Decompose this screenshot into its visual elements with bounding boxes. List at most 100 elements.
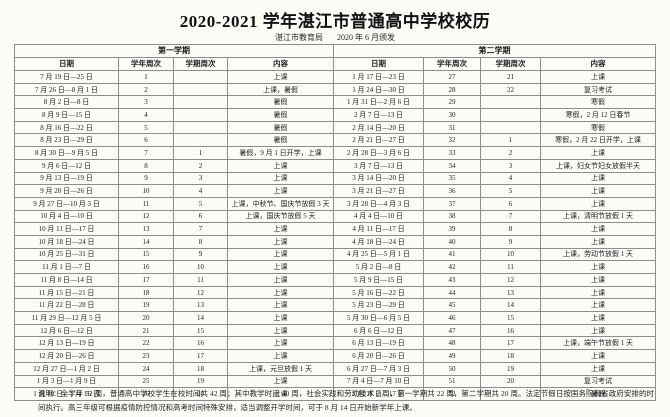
cell: 2 月 14 日—20 日 — [333, 120, 424, 135]
cell: 3 — [118, 95, 174, 110]
cell: 38 — [423, 209, 481, 224]
cell: 9 — [173, 247, 228, 262]
cell: 48 — [423, 336, 481, 351]
subtitle: 湛江市教育局 2020 年 6 月颁发 — [0, 32, 670, 43]
cell: 11 — [118, 196, 174, 211]
cell: 46 — [423, 311, 481, 325]
table-row: 8 月 9 日—15 日 4 暑假 2 月 7 日—13 日 30 寒假，2 月 12 日… — [14, 108, 656, 122]
cell: 39 — [423, 222, 481, 236]
cell: 10 月 11 日—17 日 — [14, 222, 119, 236]
cell — [173, 133, 228, 148]
cell: 45 — [423, 298, 481, 313]
cell: 4 月 18 日—24 日 — [333, 234, 424, 249]
cell — [173, 70, 228, 84]
cell: 上课 — [540, 285, 656, 300]
cell: 5 月 16 日—22 日 — [333, 285, 424, 300]
cell: 3 — [480, 158, 541, 173]
cell: 19 — [118, 298, 174, 313]
cell: 寒假 — [540, 95, 656, 110]
cell: 6 — [173, 209, 228, 224]
cell: 上课 — [227, 247, 334, 262]
cell: 9 — [480, 234, 541, 249]
cell: 33 — [423, 146, 481, 160]
cell: 上课 — [227, 387, 334, 401]
cell: 13 — [480, 285, 541, 300]
cell: 9 月 27 日—10 月 3 日 — [14, 196, 119, 211]
cell: 18 — [480, 349, 541, 363]
cell: 8 — [118, 158, 174, 173]
cell: 31 — [423, 120, 481, 135]
table-row: 1 月 10 日—1 月 16 日 26 20 上课 7 月 11 日—17 日 52 暑假 — [14, 387, 656, 401]
cell: 34 — [423, 158, 481, 173]
cell: 6 月 13 日—19 日 — [333, 336, 424, 351]
cell: 8 月 2 日—8 日 — [14, 95, 119, 110]
col-header-date-s1: 日期 — [14, 57, 119, 71]
cell — [480, 108, 541, 122]
table-row: 11 月 8 日—14 日 17 11 上课 5 月 9 日—15 日 43 12 上课 — [14, 273, 656, 287]
cell: 36 — [423, 184, 481, 198]
col-header-yearweek-s2: 学年周次 — [423, 57, 481, 71]
cell: 上课 — [227, 311, 334, 325]
cell: 上课 — [227, 158, 334, 173]
cell: 40 — [423, 234, 481, 249]
table-row: 9 月 6 日—12 日 8 2 上课 3 月 7 日—13 日 34 3 上课，妇女节妇女放… — [14, 158, 656, 173]
cell: 5 月 2 日—8 日 — [333, 260, 424, 274]
cell: 8 — [173, 234, 228, 249]
table-row: 11 月 1 日—7 日 16 10 上课 5 月 2 日—8 日 42 11 上课 — [14, 260, 656, 274]
cell: 上课 — [540, 361, 656, 376]
cell: 7 — [118, 146, 174, 160]
cell: 4 月 25 日—5 月 1 日 — [333, 247, 424, 262]
col-header-termweek-s2: 学期周次 — [480, 57, 541, 71]
table-row: 9 月 20 日—26 日 10 4 上课 3 月 21 日—27 日 36 5 上课 — [14, 184, 656, 198]
cell: 43 — [423, 273, 481, 287]
table-row: 12 月 20 日—26 日 23 17 上课 6 月 20 日—26 日 49 18 上课 — [14, 349, 656, 363]
cell: 10 — [118, 184, 174, 198]
cell: 14 — [480, 298, 541, 313]
cell: 42 — [423, 260, 481, 274]
cell: 上课 — [540, 234, 656, 249]
cell: 19 — [480, 361, 541, 376]
cell: 12 — [118, 209, 174, 224]
cell: 上课 — [227, 273, 334, 287]
cell: 上课 — [540, 323, 656, 338]
cell: 16 — [173, 336, 228, 351]
cell: 12 月 27 日—1 月 2 日 — [14, 361, 119, 376]
cell: 5 — [173, 196, 228, 211]
cell: 18 — [118, 285, 174, 300]
cell: 6 — [118, 133, 174, 148]
cell: 上课 — [540, 260, 656, 274]
cell: 2 — [173, 158, 228, 173]
cell: 10 月 18 日—24 日 — [14, 234, 119, 249]
cell: 11 — [173, 273, 228, 287]
table-row: 7 月 19 日—25 日 1 上课 1 月 17 日—23 日 27 21 上课 — [14, 70, 656, 84]
page-title: 2020-2021 学年湛江市普通高中学校校历 — [179, 12, 491, 31]
cell: 11 月 15 日—21 日 — [14, 285, 119, 300]
cell: 8 月 9 日—15 日 — [14, 108, 119, 122]
cell: 51 — [423, 374, 481, 389]
issue-date-label: 2020 年 6 月颁发 — [337, 33, 395, 42]
cell: 上课 — [540, 70, 656, 84]
col-header-termweek-s1: 学期周次 — [173, 57, 228, 71]
cell: 11 月 1 日—7 日 — [14, 260, 119, 274]
column-header-row: 日期 学年周次 学期周次 内容 日期 学年周次 学期周次 内容 — [14, 57, 656, 71]
cell: 28 — [423, 82, 481, 97]
cell: 20 — [173, 387, 228, 401]
cell: 上课 — [540, 349, 656, 363]
cell: 22 — [118, 336, 174, 351]
cell: 上课 — [540, 273, 656, 287]
cell: 1 — [480, 133, 541, 148]
cell — [173, 108, 228, 122]
cell: 10 月 25 日—31 日 — [14, 247, 119, 262]
cell: 22 — [480, 82, 541, 97]
cell: 6 — [480, 196, 541, 211]
cell: 12 月 6 日—12 日 — [14, 323, 119, 338]
cell: 上课 — [227, 70, 334, 84]
cell: 30 — [423, 108, 481, 122]
cell: 暑假 — [227, 95, 334, 110]
cell: 11 月 29 日—12 月 5 日 — [14, 311, 119, 325]
cell: 寒假 — [540, 120, 656, 135]
cell: 上课 — [540, 222, 656, 236]
cell: 52 — [423, 387, 481, 401]
